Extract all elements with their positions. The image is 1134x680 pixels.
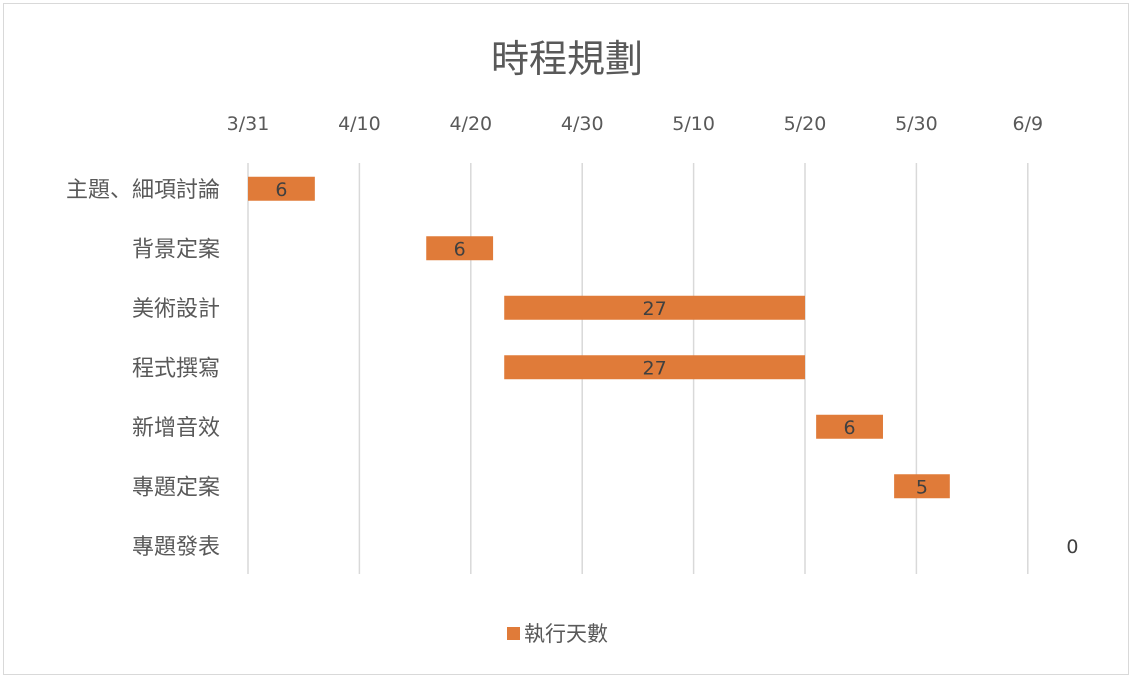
category-label: 主題、細項討論 [66,178,220,203]
category-label: 背景定案 [132,237,220,262]
x-tick-label: 5/20 [784,113,827,135]
x-axis-tick-labels: 3/31 4/10 4/20 4/30 5/10 5/20 5/30 6/9 [227,113,1043,135]
x-tick-label: 4/10 [338,113,381,135]
data-label: 27 [643,357,667,379]
data-label: 6 [275,179,287,201]
bar [816,414,883,439]
category-label: 程式撰寫 [132,356,220,381]
data-label: 5 [916,476,928,498]
chart-frame [3,3,1129,675]
bar [248,176,315,201]
x-tick-label: 4/20 [449,113,492,135]
bar [504,355,805,380]
x-tick-label: 4/30 [561,113,604,135]
x-tick-label: 5/10 [672,113,715,135]
category-label: 新增音效 [132,416,220,441]
category-label: 專題定案 [132,475,220,500]
bars [248,176,950,499]
legend-label: 執行天數 [524,622,608,646]
category-label: 美術設計 [132,297,220,322]
data-label: 6 [844,417,856,439]
x-tick-label: 5/30 [895,113,938,135]
legend-swatch [507,627,520,640]
bar [894,474,950,499]
x-tick-label: 6/9 [1013,113,1044,135]
legend: 執行天數 [507,622,608,646]
bar [504,295,805,320]
data-label: 6 [454,238,466,260]
x-tick-label: 3/31 [227,113,270,135]
data-label: 0 [1066,536,1078,558]
chart-title: 時程規劃 [491,37,643,81]
bar [426,236,494,261]
data-labels: 6 6 27 27 6 5 0 [275,179,1078,558]
category-label: 專題發表 [132,535,220,560]
data-label: 27 [643,298,667,320]
